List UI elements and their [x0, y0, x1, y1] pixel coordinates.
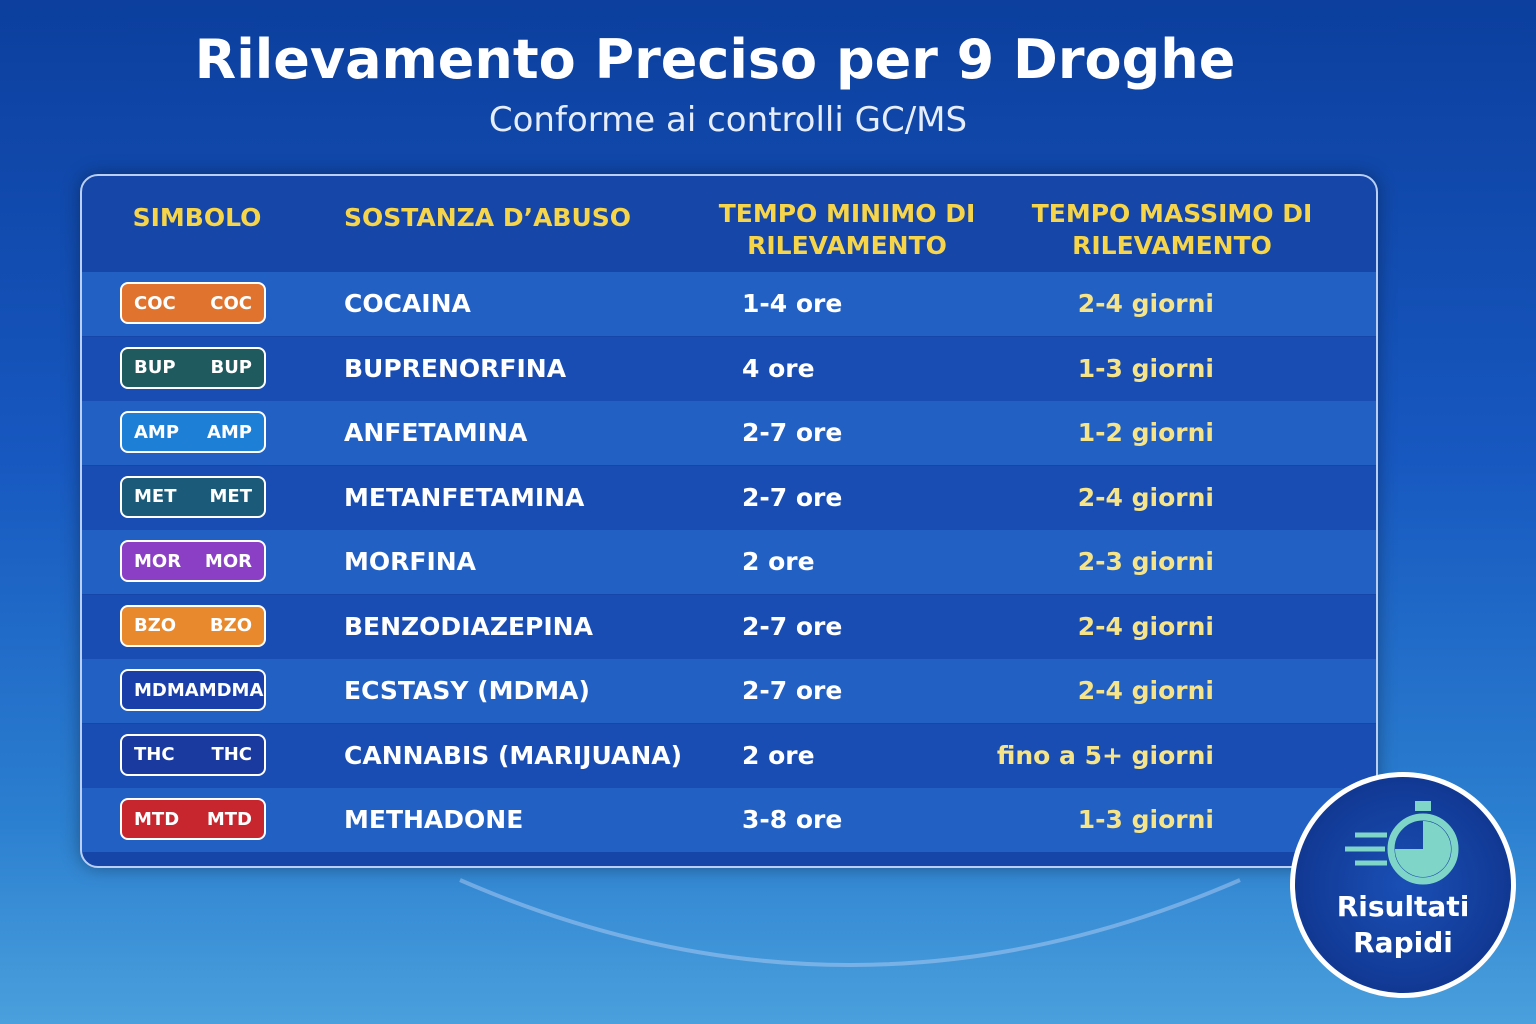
- table-row: AMP AMP ANFETAMINA 2-7 ore 1-2 giorni: [82, 401, 1376, 465]
- symbol-text: BUP: [134, 357, 176, 378]
- table-panel: SIMBOLO SOSTANZA D’ABUSO TEMPO MINIMO DI R…: [80, 174, 1378, 868]
- symbol-text: MTD: [134, 808, 180, 830]
- min-time: 2 ore: [742, 740, 815, 770]
- substance: ECSTASY (MDMA): [344, 676, 590, 705]
- max-time: 2-3 giorni: [1077, 547, 1214, 576]
- max-time: fino a 5+ giorni: [996, 740, 1214, 770]
- max-time: 2-4 giorni: [1077, 482, 1214, 512]
- column-header: SOSTANZA D’ABUSO: [344, 203, 632, 232]
- subtitle: Conforme ai controlli GC/MS: [488, 100, 968, 140]
- symbol-badge: MOR MOR: [120, 540, 266, 582]
- symbol-text: AMP: [134, 421, 180, 443]
- column-header: TEMPO MASSIMO DI RILEVAMENTO: [1031, 199, 1313, 260]
- substance: COCAINA: [344, 289, 471, 318]
- symbol-text: AMP: [206, 421, 252, 443]
- stopwatch-icon: [1345, 801, 1459, 885]
- table-row: MOR MOR MORFINA 2 ore 2-3 giorni: [82, 530, 1376, 594]
- max-time: 2-4 giorni: [1077, 676, 1214, 705]
- table-row: BUP BUP BUPRENORFINA 4 ore 1-3 giorni: [82, 336, 1376, 401]
- substance: BUPRENORFINA: [344, 353, 567, 383]
- min-time: 4 ore: [742, 353, 815, 383]
- substance: METANFETAMINA: [344, 482, 585, 512]
- symbol-text: MOR: [204, 550, 252, 572]
- symbol-text: BUP: [210, 357, 252, 378]
- min-time: 1-4 ore: [742, 289, 843, 318]
- min-time: 2-7 ore: [742, 418, 843, 447]
- symbol-text: COC: [210, 292, 252, 314]
- min-time: 3-8 ore: [742, 805, 843, 834]
- symbol-text: MET: [209, 486, 253, 507]
- substance: ANFETAMINA: [344, 418, 528, 447]
- symbol-badge: MDMA MDMA: [120, 669, 266, 711]
- table-row: COC COC COCAINA 1-4 ore 2-4 giorni: [82, 272, 1376, 336]
- substance: CANNABIS (MARIJUANA): [344, 740, 683, 770]
- quick-results-badge: Risultati Rapidi: [1290, 772, 1516, 998]
- table-row: THC THC CANNABIS (MARIJUANA) 2 ore fino a 5+…: [82, 723, 1376, 788]
- symbol-text: MDMA: [134, 679, 199, 701]
- symbol-text: BZO: [134, 615, 177, 636]
- title: Rilevamento Preciso per 9 Droghe: [194, 28, 1236, 91]
- symbol-text: MTD: [206, 808, 252, 830]
- max-time: 1-3 giorni: [1077, 353, 1214, 383]
- column-header: TEMPO MINIMO DI RILEVAMENTO: [718, 199, 976, 260]
- symbol-badge: THC THC: [120, 733, 266, 776]
- substance: MORFINA: [344, 547, 477, 576]
- symbol-text: THC: [211, 744, 252, 765]
- table-row: MDMA MDMA ECSTASY (MDMA) 2-7 ore 2-4 giorni: [82, 659, 1376, 723]
- symbol-text: MET: [134, 486, 177, 507]
- symbol-badge: BZO BZO: [120, 604, 266, 647]
- min-time: 2-7 ore: [742, 482, 843, 512]
- table-row: BZO BZO BENZODIAZEPINA 2-7 ore 2-4 giorni: [82, 594, 1376, 659]
- max-time: 2-4 giorni: [1077, 611, 1214, 641]
- column-header: SIMBOLO: [132, 203, 262, 232]
- symbol-badge: MET MET: [120, 475, 266, 518]
- badge-line: Risultati: [1336, 890, 1470, 923]
- max-time: 2-4 giorni: [1077, 289, 1214, 318]
- min-time: 2-7 ore: [742, 611, 843, 641]
- arc-decoration: [459, 878, 1241, 967]
- table-row: MTD MTD METHADONE 3-8 ore 1-3 giorni: [82, 788, 1376, 852]
- min-time: 2 ore: [742, 547, 815, 576]
- max-time: 1-3 giorni: [1077, 805, 1214, 834]
- symbol-text: MDMA: [198, 679, 264, 701]
- min-time: 2-7 ore: [742, 676, 843, 705]
- badge-line: Rapidi: [1353, 926, 1453, 959]
- table-row: MET MET METANFETAMINA 2-7 ore 2-4 giorni: [82, 465, 1376, 530]
- symbol-text: COC: [134, 292, 176, 314]
- substance: METHADONE: [344, 805, 524, 834]
- symbol-badge: COC COC: [120, 282, 266, 324]
- symbol-text: MOR: [134, 550, 182, 572]
- symbol-text: THC: [134, 744, 175, 765]
- symbol-badge: AMP AMP: [120, 411, 266, 453]
- max-time: 1-2 giorni: [1077, 418, 1214, 447]
- symbol-badge: MTD MTD: [120, 798, 266, 840]
- symbol-text: BZO: [209, 615, 252, 636]
- symbol-badge: BUP BUP: [120, 346, 266, 389]
- substance: BENZODIAZEPINA: [344, 611, 593, 641]
